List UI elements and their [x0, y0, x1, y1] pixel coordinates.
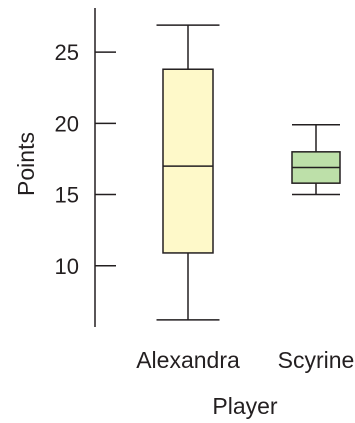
box-scyrine [291, 124, 341, 196]
x-tick-label: Scyrine [278, 347, 355, 373]
x-tick-label: Alexandra [136, 347, 240, 373]
box-series [156, 24, 341, 321]
x-axis-label: Player [212, 393, 278, 419]
box-alexandra [156, 24, 220, 321]
y-tick-label: 10 [55, 254, 79, 279]
y-ticks: 10 15 20 25 [55, 40, 116, 279]
y-axis: 10 15 20 25 [55, 8, 116, 327]
y-tick-label: 15 [55, 183, 79, 208]
y-tick-label: 20 [55, 111, 79, 136]
x-tick-labels: Alexandra Scyrine [136, 347, 354, 373]
y-tick-label: 25 [55, 40, 79, 65]
y-axis-label: Points [13, 132, 39, 196]
iqr-box [162, 68, 214, 254]
